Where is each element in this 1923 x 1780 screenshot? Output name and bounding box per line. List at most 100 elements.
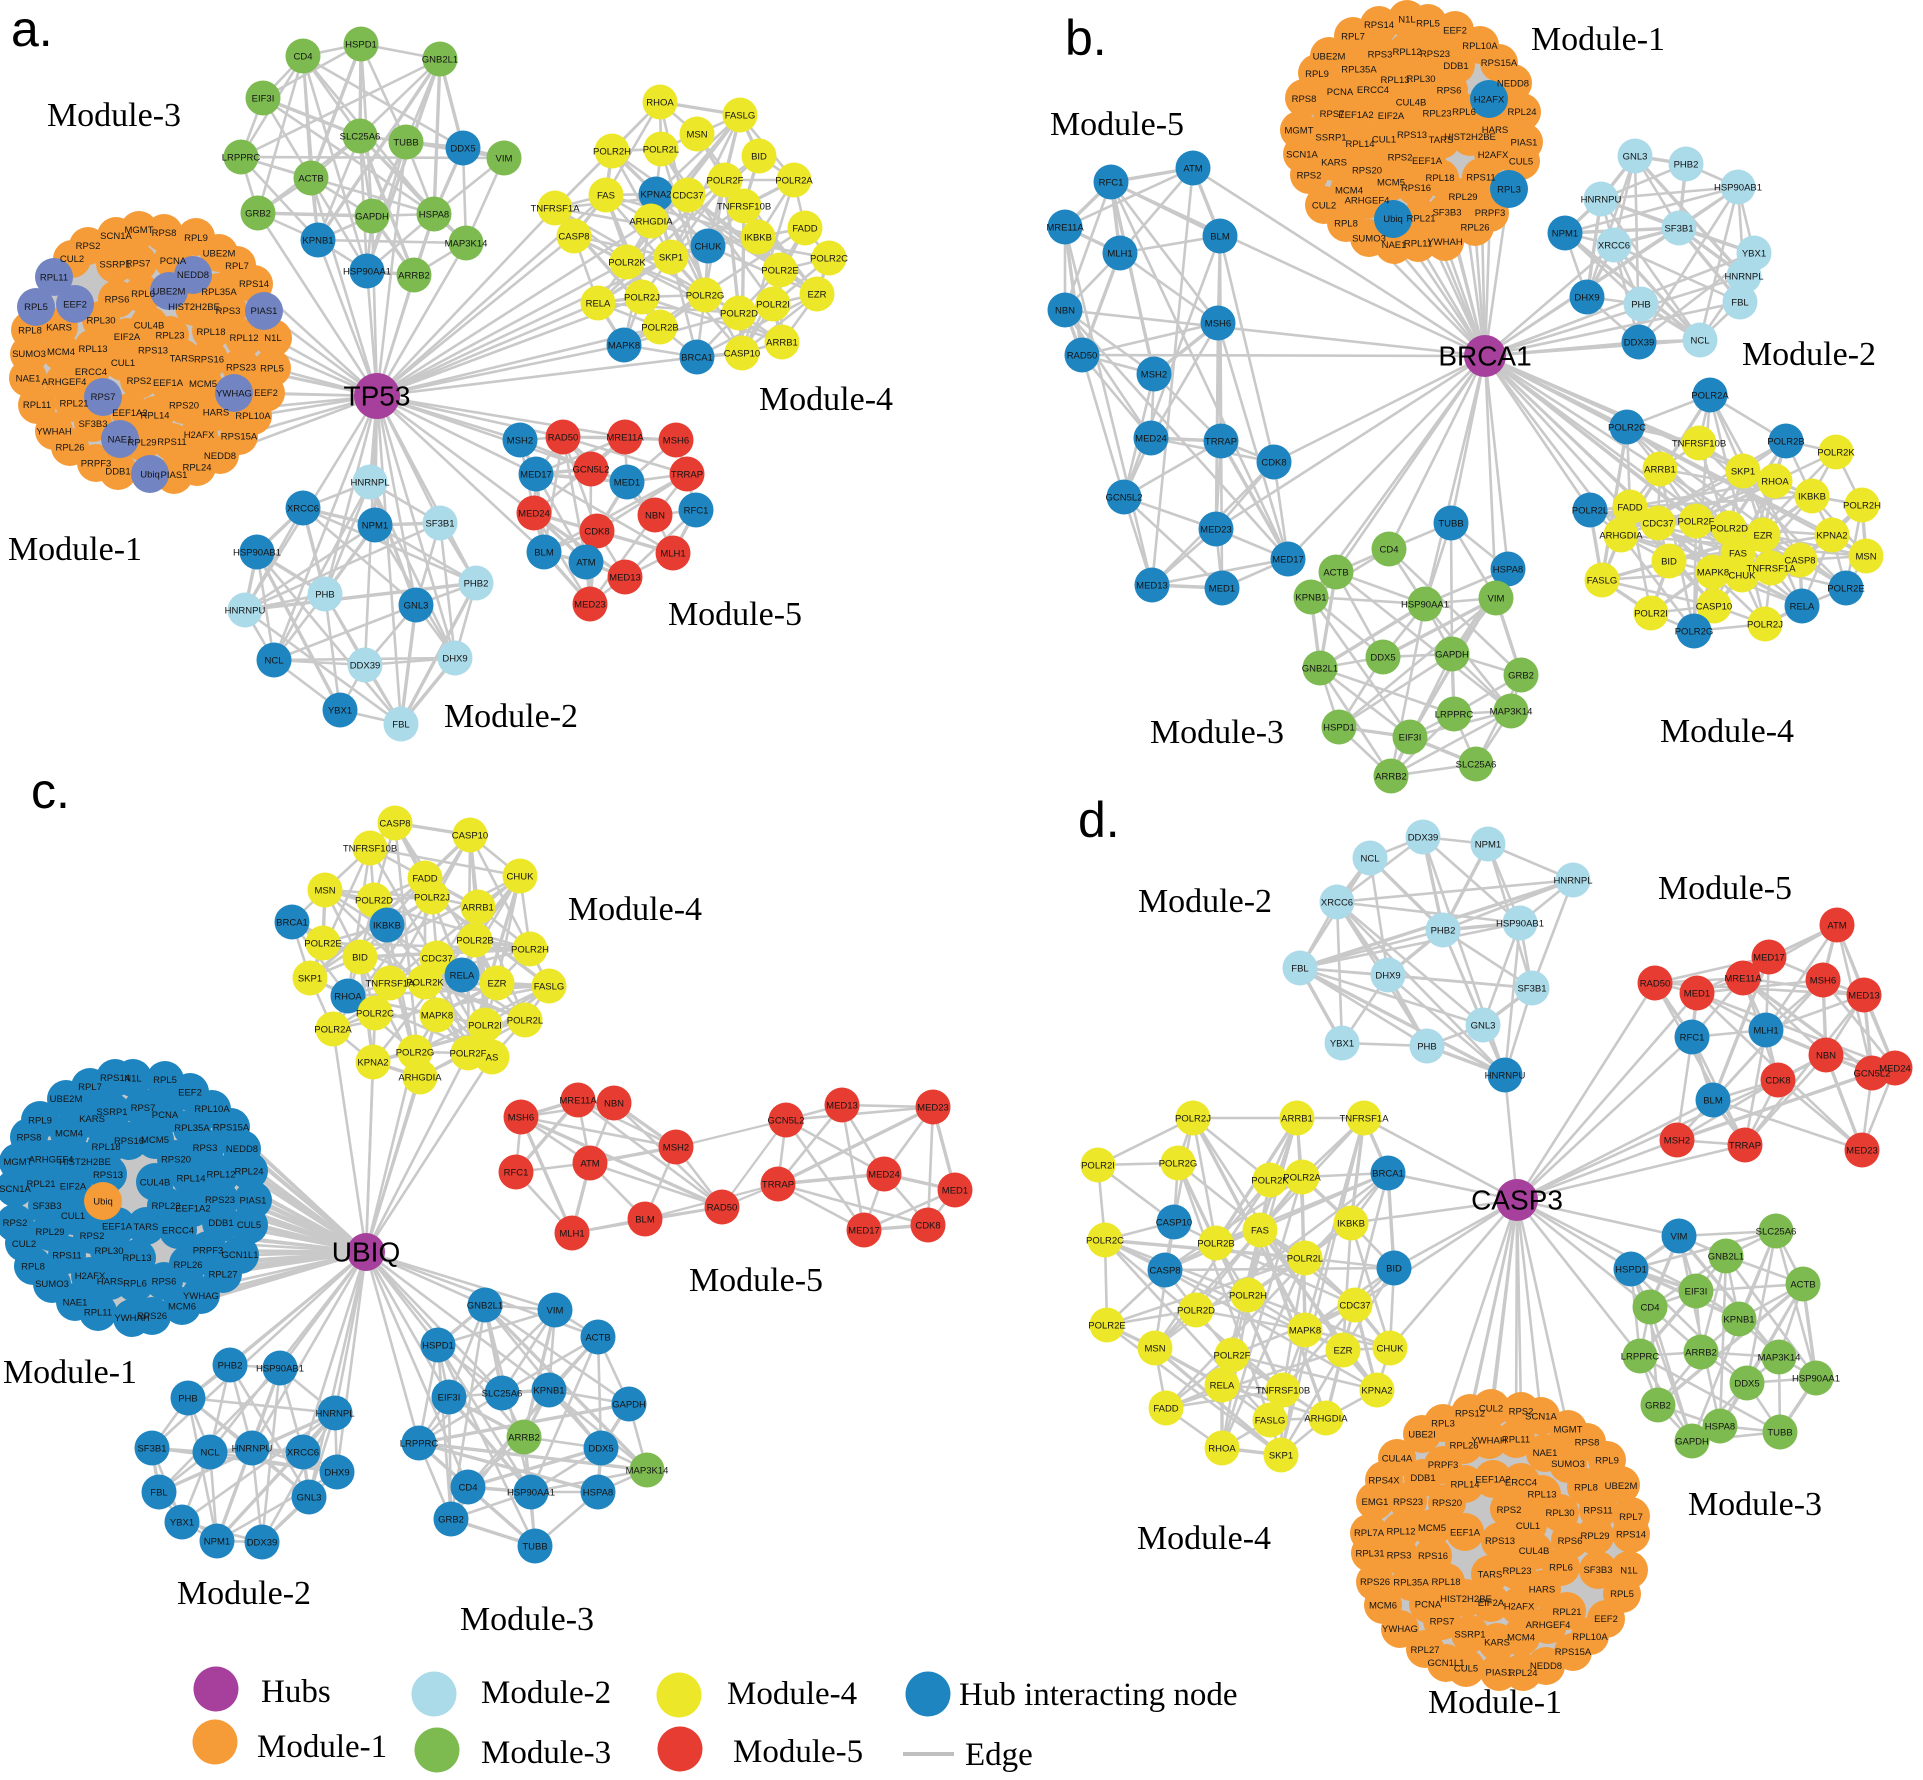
svg-text:RPS11: RPS11: [52, 1251, 81, 1262]
svg-text:CASP10: CASP10: [1156, 1217, 1192, 1228]
svg-text:CASP10: CASP10: [452, 830, 488, 841]
svg-text:RPL5: RPL5: [1416, 19, 1440, 30]
svg-text:XRCC6: XRCC6: [287, 1447, 319, 1458]
svg-text:SSRP1: SSRP1: [1454, 1630, 1485, 1641]
svg-text:POLR2G: POLR2G: [1675, 626, 1714, 637]
svg-text:Module-5: Module-5: [1658, 870, 1792, 907]
svg-text:HARS: HARS: [97, 1277, 123, 1288]
svg-text:IKBKB: IKBKB: [1798, 491, 1826, 502]
svg-text:POLR2H: POLR2H: [1229, 1290, 1267, 1301]
svg-text:YWHAH: YWHAH: [36, 426, 72, 437]
svg-text:HARS: HARS: [1482, 125, 1508, 136]
svg-text:RPL12: RPL12: [1386, 1527, 1415, 1538]
svg-text:RHOA: RHOA: [334, 991, 362, 1002]
svg-text:H2AFX: H2AFX: [1504, 1601, 1535, 1612]
svg-text:CDC37: CDC37: [421, 953, 452, 964]
svg-text:RPL5: RPL5: [1610, 1589, 1634, 1600]
svg-text:HSP90AB1: HSP90AB1: [233, 547, 281, 558]
svg-text:MED23: MED23: [1846, 1145, 1878, 1156]
svg-text:RPS12: RPS12: [1455, 1408, 1485, 1419]
svg-text:RPL12: RPL12: [229, 333, 258, 344]
svg-text:RPL13: RPL13: [1380, 75, 1409, 86]
svg-text:EIF3I: EIF3I: [1399, 732, 1422, 743]
svg-text:RPL9: RPL9: [28, 1116, 52, 1127]
svg-text:FAS: FAS: [1729, 548, 1747, 559]
svg-text:KPNA2: KPNA2: [1816, 530, 1847, 541]
svg-text:RPL23: RPL23: [1422, 108, 1451, 119]
svg-text:NPM1: NPM1: [362, 520, 388, 531]
svg-text:TARS: TARS: [1478, 1569, 1503, 1580]
svg-text:GNL3: GNL3: [297, 1492, 322, 1503]
svg-text:PRPF3: PRPF3: [193, 1245, 224, 1256]
svg-text:HNRNPL: HNRNPL: [350, 477, 389, 488]
svg-text:Ubiq: Ubiq: [140, 470, 160, 481]
svg-text:IKBKB: IKBKB: [744, 232, 772, 243]
svg-text:GAPDH: GAPDH: [1675, 1436, 1709, 1447]
svg-text:RPS13: RPS13: [1397, 130, 1427, 141]
svg-text:RPS13: RPS13: [138, 346, 168, 357]
svg-text:PHB: PHB: [1631, 299, 1651, 310]
svg-text:MCM5: MCM5: [189, 379, 217, 390]
svg-text:CUL1: CUL1: [1516, 1521, 1540, 1532]
svg-text:RHOA: RHOA: [646, 97, 674, 108]
svg-text:NPM1: NPM1: [1475, 839, 1501, 850]
svg-text:RPL21: RPL21: [26, 1179, 55, 1190]
svg-text:RPL7: RPL7: [1619, 1512, 1643, 1523]
svg-text:FASLG: FASLG: [534, 981, 565, 992]
svg-text:SCN1A: SCN1A: [1525, 1411, 1557, 1422]
svg-text:ACTB: ACTB: [298, 173, 323, 184]
svg-text:HSP90AA1: HSP90AA1: [1792, 1373, 1840, 1384]
svg-text:RPS3: RPS3: [1387, 1551, 1412, 1562]
svg-text:POLR2B: POLR2B: [1197, 1238, 1235, 1249]
svg-text:MCM6: MCM6: [1369, 1600, 1397, 1611]
svg-text:RAD50: RAD50: [548, 432, 579, 443]
svg-text:MED24: MED24: [518, 508, 550, 519]
svg-text:RPL8: RPL8: [1574, 1483, 1598, 1494]
svg-text:MED23: MED23: [1200, 524, 1232, 535]
svg-text:GCN5L2: GCN5L2: [768, 1115, 805, 1126]
svg-text:MRE11A: MRE11A: [559, 1095, 597, 1106]
svg-text:CUL4B: CUL4B: [140, 1177, 171, 1188]
svg-text:ATM: ATM: [580, 1158, 599, 1169]
svg-text:POLR2A: POLR2A: [775, 175, 813, 186]
svg-text:DDX39: DDX39: [350, 660, 381, 671]
svg-text:UBE2M: UBE2M: [50, 1094, 83, 1105]
svg-text:HIST2H2BE: HIST2H2BE: [1440, 1594, 1492, 1605]
svg-text:RELA: RELA: [1210, 1380, 1235, 1391]
svg-text:POLR2J: POLR2J: [1175, 1113, 1211, 1124]
svg-text:GAPDH: GAPDH: [1435, 649, 1469, 660]
svg-text:EEF1A: EEF1A: [102, 1222, 133, 1233]
svg-text:POLR2I: POLR2I: [1081, 1160, 1115, 1171]
svg-text:TNFRSF1A: TNFRSF1A: [530, 203, 580, 214]
svg-text:CDC37: CDC37: [1339, 1300, 1370, 1311]
svg-text:MED23: MED23: [917, 1102, 949, 1113]
svg-text:RPL29: RPL29: [35, 1227, 64, 1238]
svg-text:HSP90AB1: HSP90AB1: [256, 1363, 304, 1374]
svg-text:PHB: PHB: [315, 589, 335, 600]
svg-text:UBE2M: UBE2M: [1313, 51, 1346, 62]
svg-text:ARRB1: ARRB1: [462, 902, 494, 913]
svg-text:CDC37: CDC37: [672, 190, 703, 201]
svg-text:MAPK8: MAPK8: [1697, 567, 1729, 578]
svg-text:FBL: FBL: [150, 1487, 167, 1498]
svg-text:YWHAH: YWHAH: [1471, 1436, 1507, 1447]
svg-text:CASP3: CASP3: [1471, 1185, 1563, 1216]
svg-text:SSRP1: SSRP1: [1315, 132, 1346, 143]
svg-text:RPL26: RPL26: [1449, 1441, 1478, 1452]
svg-text:PIAS1: PIAS1: [1486, 1668, 1513, 1679]
svg-text:RPS4X: RPS4X: [1368, 1476, 1400, 1487]
svg-text:N1L: N1L: [1620, 1565, 1637, 1576]
svg-text:PHB2: PHB2: [1431, 925, 1456, 936]
svg-text:HSPA8: HSPA8: [1493, 564, 1523, 575]
svg-text:TRRAP: TRRAP: [671, 469, 703, 480]
svg-text:MED17: MED17: [1753, 952, 1785, 963]
svg-text:Module-4: Module-4: [1137, 1520, 1271, 1557]
svg-text:RPL35A: RPL35A: [1393, 1578, 1429, 1589]
svg-text:MLH1: MLH1: [1753, 1025, 1778, 1036]
svg-text:TNFRSF10B: TNFRSF10B: [717, 201, 771, 212]
svg-text:d.: d.: [1078, 792, 1120, 848]
svg-text:RPL27: RPL27: [1410, 1645, 1439, 1656]
svg-text:DDX39: DDX39: [1408, 832, 1439, 843]
svg-text:SKP1: SKP1: [1269, 1450, 1293, 1461]
svg-text:NEDD8: NEDD8: [204, 451, 236, 462]
